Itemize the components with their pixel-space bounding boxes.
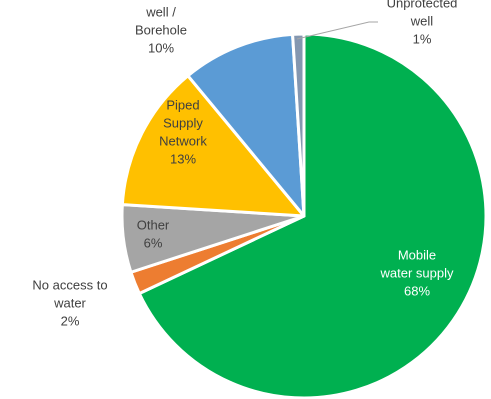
data-label-name: Mobile — [398, 248, 436, 263]
data-label-name: well — [410, 14, 434, 29]
data-label-name: well / — [145, 5, 176, 20]
data-label-name: Network — [159, 134, 207, 149]
data-label-value: 13% — [170, 152, 196, 167]
pie-slice-5 — [291, 32, 306, 218]
data-label-name: Piped — [166, 98, 199, 113]
data-label-name: Other — [137, 218, 170, 233]
leader-line-unprotected-well — [296, 21, 378, 40]
data-label-value: 6% — [144, 236, 163, 251]
data-label-name: water — [53, 296, 86, 311]
pie-slice-0 — [137, 32, 488, 399]
data-label-5: Unprotected well 1% — [387, 0, 458, 47]
data-label-value: 1% — [413, 32, 432, 47]
data-label-name: Borehole — [135, 23, 187, 38]
data-label-1: No access to water 2% — [32, 278, 107, 329]
data-label-name: Supply — [163, 116, 203, 131]
data-label-name: No access to — [32, 278, 107, 293]
pie-slice-3 — [120, 74, 306, 218]
data-label-value: 68% — [404, 284, 430, 299]
pie-slices — [120, 32, 488, 399]
leader-lines — [296, 21, 378, 40]
data-label-value: 10% — [148, 41, 174, 56]
data-label-4: Protected well / Borehole 10% — [133, 0, 189, 56]
pie-slice-4 — [186, 32, 306, 218]
data-labels: Mobile water supply 68% No access to water 2%… — [32, 0, 457, 329]
data-label-name: Unprotected — [387, 0, 458, 11]
data-label-value: 2% — [61, 314, 80, 329]
data-label-name: Protected — [133, 0, 189, 2]
data-label-0: Mobile water supply 68% — [380, 248, 454, 299]
data-label-2: Other 6% — [137, 218, 170, 251]
data-label-3: Piped Supply Network 13% — [159, 98, 207, 167]
data-label-name: water supply — [380, 266, 454, 281]
